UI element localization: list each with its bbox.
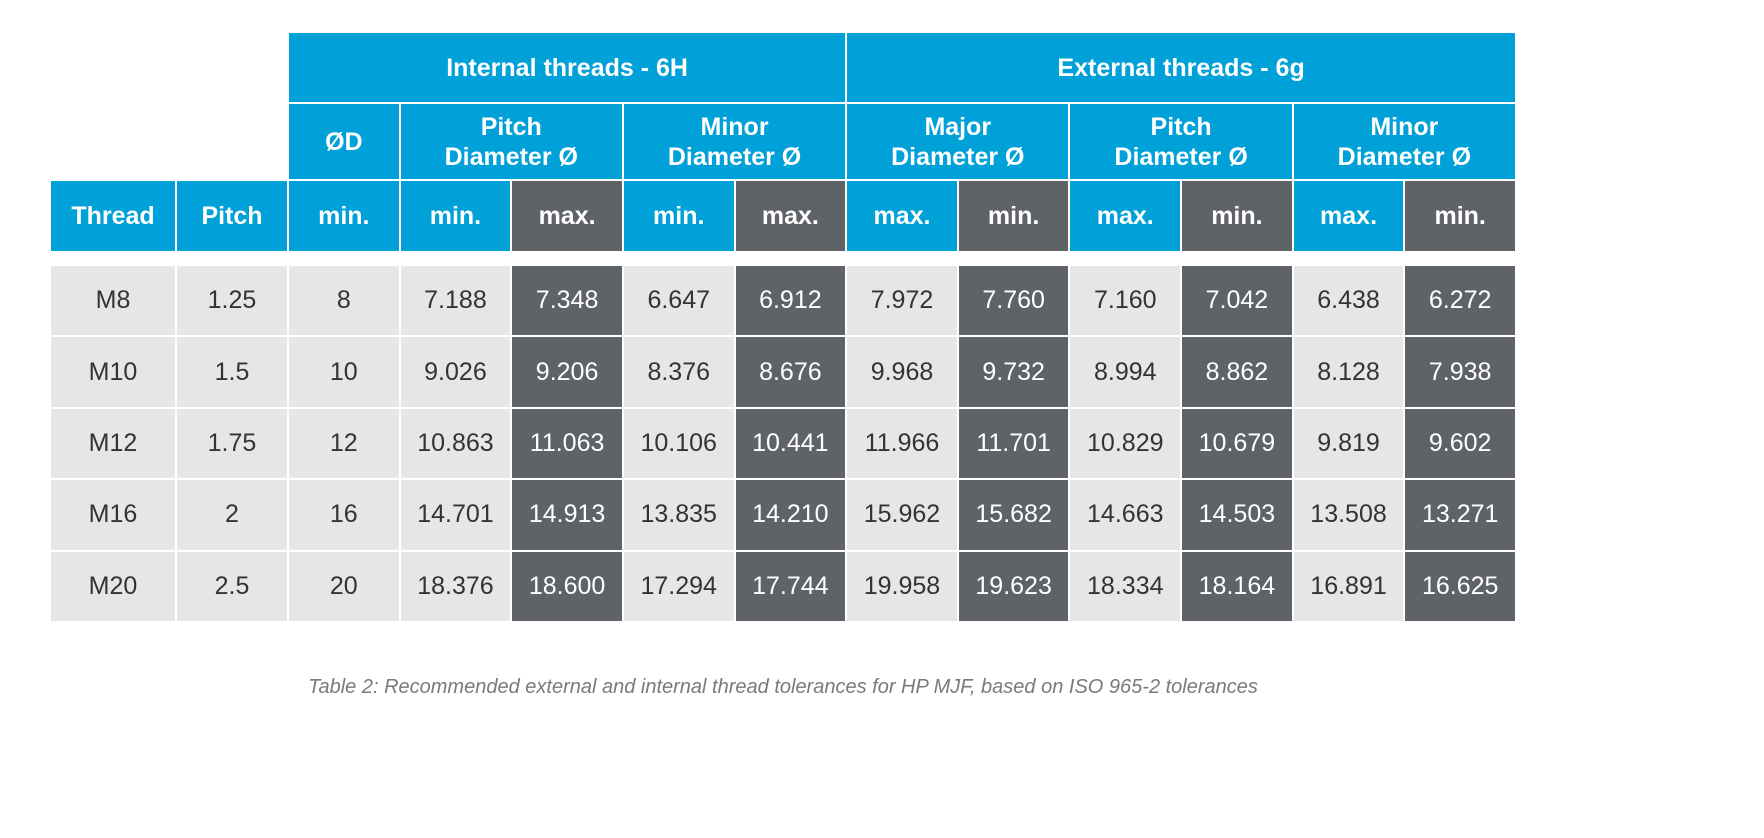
table-cell: 2.5 bbox=[176, 550, 288, 622]
table-cell: 18.164 bbox=[1181, 550, 1293, 622]
table-cell: 6.438 bbox=[1292, 265, 1405, 337]
table-cell: 6.272 bbox=[1404, 265, 1516, 337]
table-cell: 10.829 bbox=[1069, 407, 1182, 480]
column-header: min. bbox=[957, 180, 1070, 252]
table-cell: 11.966 bbox=[846, 407, 958, 480]
table-cell: 10 bbox=[288, 336, 400, 408]
table-cell: 7.972 bbox=[846, 265, 958, 337]
table-cell: 6.647 bbox=[622, 265, 735, 337]
table-cell: 9.732 bbox=[957, 336, 1070, 408]
table-cell: 7.042 bbox=[1181, 265, 1293, 337]
table-cell: 11.063 bbox=[511, 407, 623, 480]
table-cell: 9.602 bbox=[1404, 407, 1516, 480]
table-cell: 18.600 bbox=[511, 550, 623, 622]
column-header: max. bbox=[1069, 180, 1182, 252]
table-cell: 2 bbox=[176, 479, 288, 551]
table-cell: 9.206 bbox=[511, 336, 623, 408]
table-cell: 8.376 bbox=[622, 336, 735, 408]
table-cell: 14.701 bbox=[399, 479, 512, 551]
table-cell: M12 bbox=[50, 407, 176, 480]
sub-header: Minor Diameter Ø bbox=[1292, 103, 1516, 180]
table-cell: 8.862 bbox=[1181, 336, 1293, 408]
table-cell: 12 bbox=[288, 407, 400, 480]
column-header: Thread bbox=[50, 180, 176, 252]
sub-header: Pitch Diameter Ø bbox=[1069, 103, 1293, 180]
table-cell: 19.623 bbox=[957, 550, 1070, 622]
group-header-external: External threads - 6g bbox=[846, 32, 1516, 103]
table-cell: M20 bbox=[50, 550, 176, 622]
table-cell: 7.188 bbox=[399, 265, 512, 337]
table-cell: 14.503 bbox=[1181, 479, 1293, 551]
table-cell: 9.968 bbox=[846, 336, 958, 408]
table-cell: 14.913 bbox=[511, 479, 623, 551]
table-cell: 14.210 bbox=[734, 479, 847, 551]
table-cell: M10 bbox=[50, 336, 176, 408]
table-cell: M16 bbox=[50, 479, 176, 551]
table-cell: 20 bbox=[288, 550, 400, 622]
table-cell: 6.912 bbox=[734, 265, 847, 337]
table-cell: 8 bbox=[288, 265, 400, 337]
column-header: Pitch bbox=[176, 180, 288, 252]
table-cell: 14.663 bbox=[1069, 479, 1182, 551]
table-cell: 7.160 bbox=[1069, 265, 1182, 337]
column-header: max. bbox=[511, 180, 623, 252]
table-cell: 15.682 bbox=[957, 479, 1070, 551]
table-cell: 1.75 bbox=[176, 407, 288, 480]
table-cell: 16.891 bbox=[1292, 550, 1405, 622]
table-cell: 10.863 bbox=[399, 407, 512, 480]
table-cell: M8 bbox=[50, 265, 176, 337]
table-cell: 7.938 bbox=[1404, 336, 1516, 408]
table-cell: 10.679 bbox=[1181, 407, 1293, 480]
table-cell: 9.819 bbox=[1292, 407, 1405, 480]
column-header: min. bbox=[1404, 180, 1516, 252]
table-cell: 17.294 bbox=[622, 550, 735, 622]
table-cell: 13.271 bbox=[1404, 479, 1516, 551]
table-cell: 13.835 bbox=[622, 479, 735, 551]
table-cell: 15.962 bbox=[846, 479, 958, 551]
column-header: max. bbox=[846, 180, 958, 252]
column-header: min. bbox=[399, 180, 512, 252]
table-caption: Table 2: Recommended external and intern… bbox=[308, 676, 1258, 698]
table-cell: 13.508 bbox=[1292, 479, 1405, 551]
table-cell: 8.676 bbox=[734, 336, 847, 408]
table-cell: 17.744 bbox=[734, 550, 847, 622]
table-cell: 18.334 bbox=[1069, 550, 1182, 622]
table-cell: 10.106 bbox=[622, 407, 735, 480]
column-header: max. bbox=[734, 180, 847, 252]
column-header: min. bbox=[1181, 180, 1293, 252]
table-cell: 8.994 bbox=[1069, 336, 1182, 408]
group-header-internal: Internal threads - 6H bbox=[288, 32, 847, 103]
table-cell: 7.760 bbox=[957, 265, 1070, 337]
table-cell: 16.625 bbox=[1404, 550, 1516, 622]
table-cell: 16 bbox=[288, 479, 400, 551]
table-cell: 10.441 bbox=[734, 407, 847, 480]
table-cell: 19.958 bbox=[846, 550, 958, 622]
column-header: min. bbox=[288, 180, 400, 252]
table-cell: 8.128 bbox=[1292, 336, 1405, 408]
sub-header: Major Diameter Ø bbox=[846, 103, 1070, 180]
sub-header: Minor Diameter Ø bbox=[622, 103, 847, 180]
table-cell: 7.348 bbox=[511, 265, 623, 337]
sub-header: ØD bbox=[288, 103, 400, 180]
table-cell: 18.376 bbox=[399, 550, 512, 622]
column-header: min. bbox=[622, 180, 735, 252]
table-cell: 11.701 bbox=[957, 407, 1070, 480]
table-cell: 9.026 bbox=[399, 336, 512, 408]
table-cell: 1.25 bbox=[176, 265, 288, 337]
table-cell: 1.5 bbox=[176, 336, 288, 408]
column-header: max. bbox=[1292, 180, 1405, 252]
sub-header: Pitch Diameter Ø bbox=[399, 103, 623, 180]
